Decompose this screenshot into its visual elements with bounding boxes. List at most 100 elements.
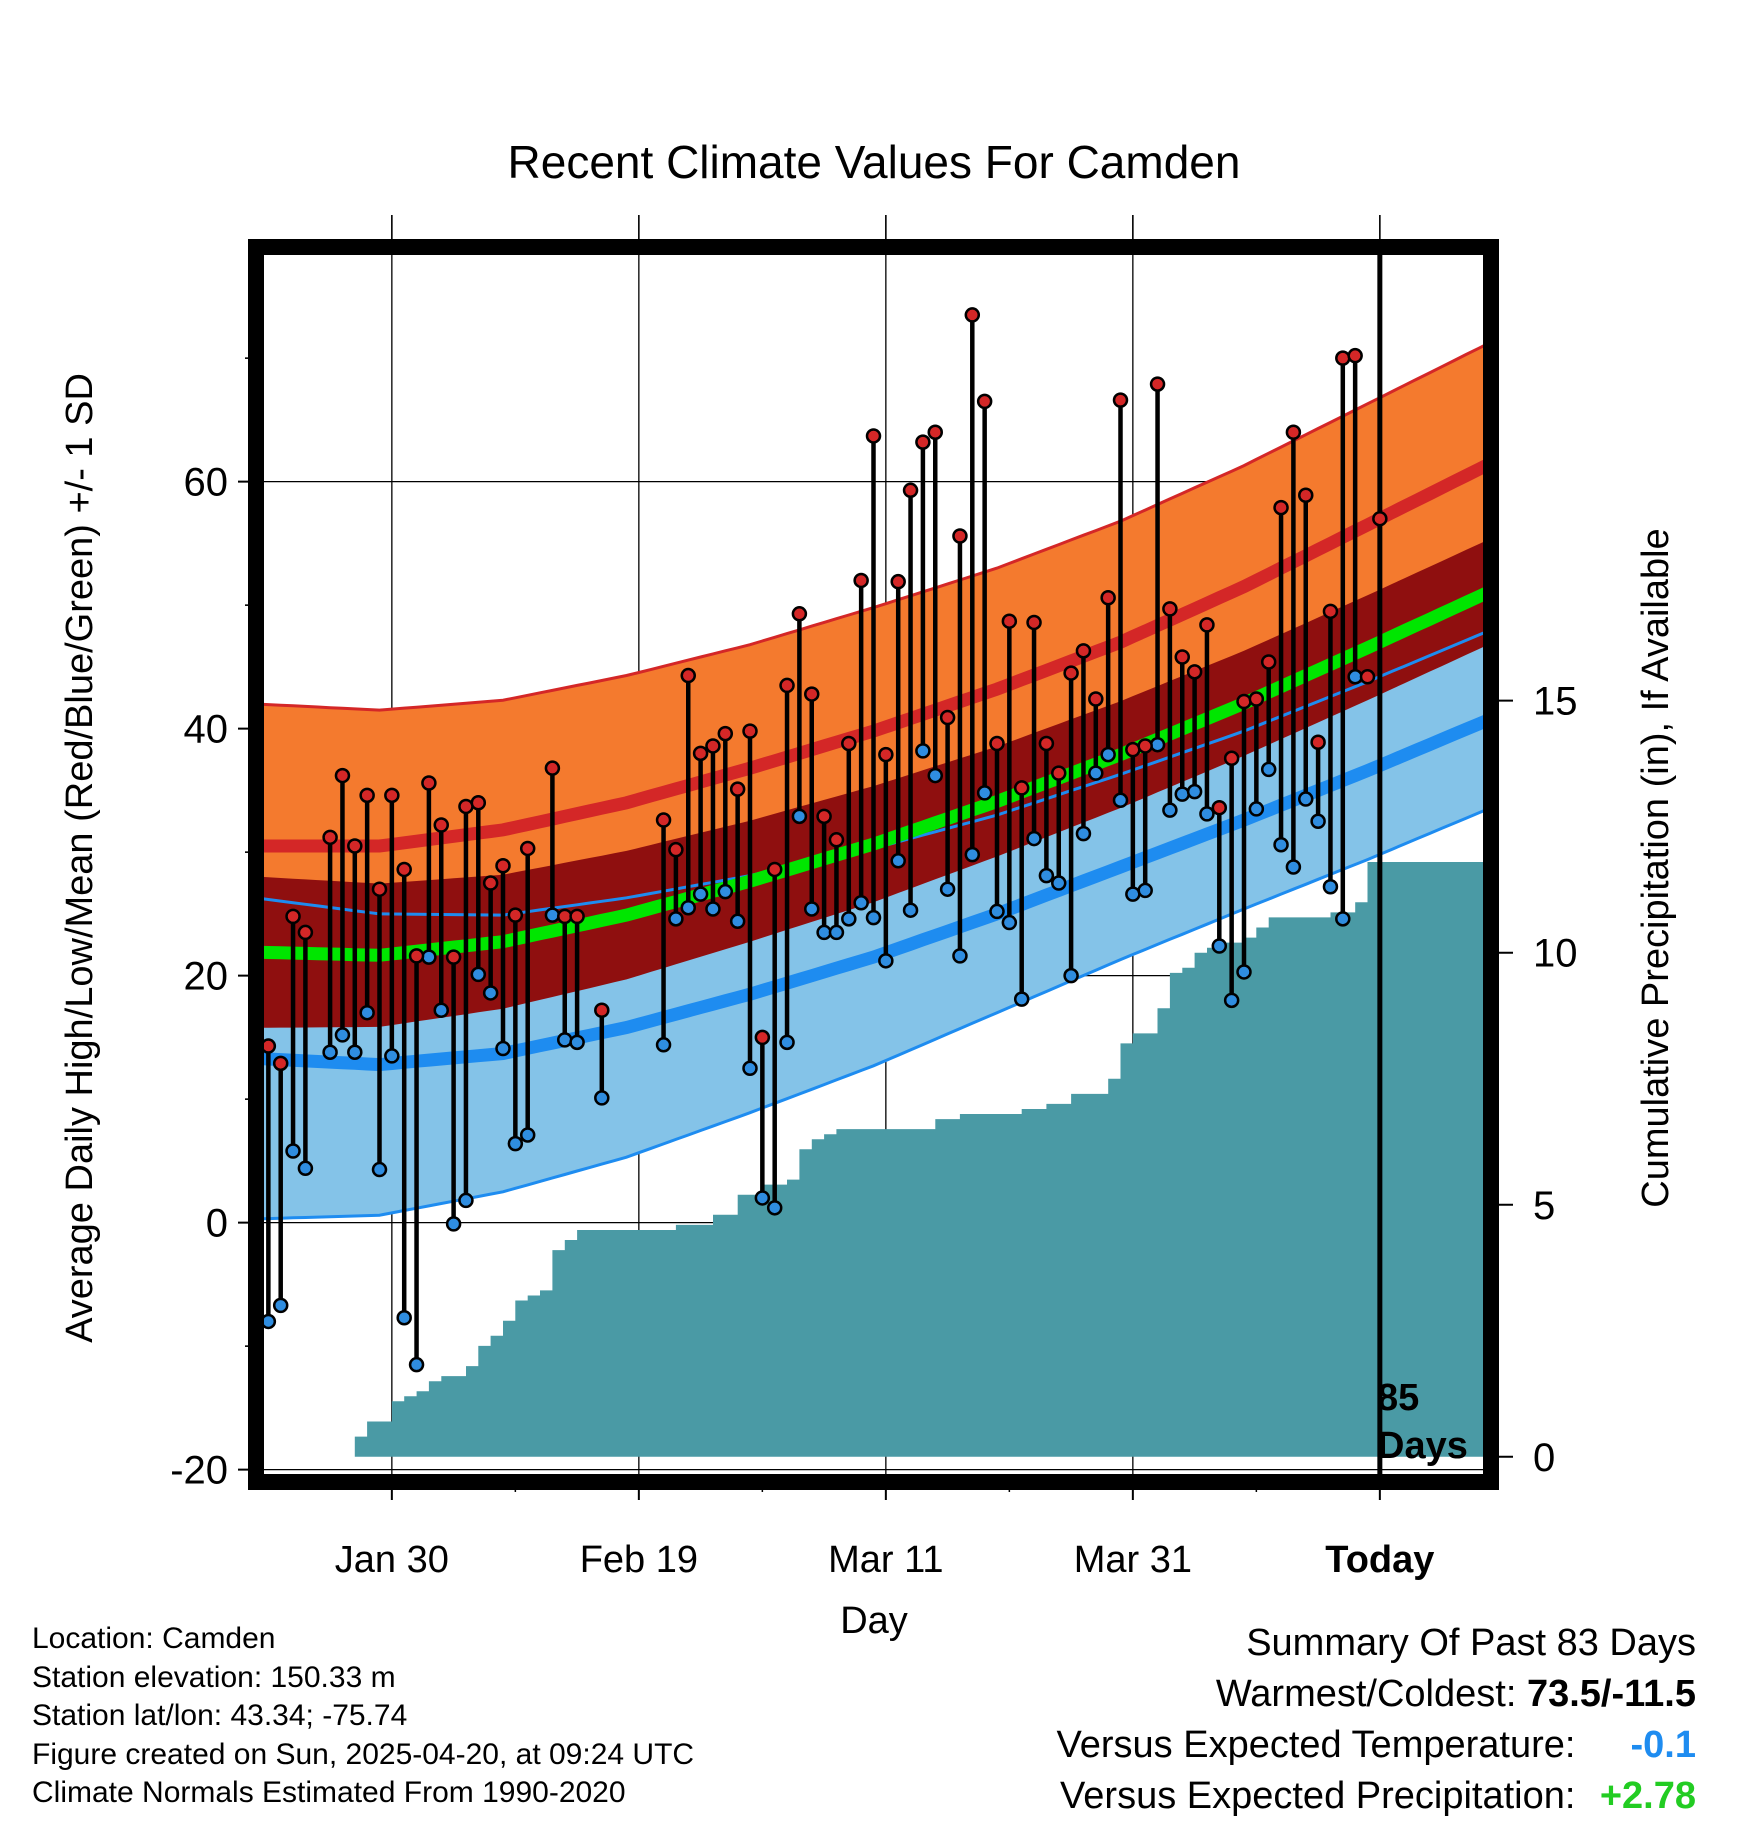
low-temp-point — [841, 911, 857, 927]
high-temp-point — [1026, 614, 1042, 631]
high-temp-point — [1298, 487, 1314, 503]
high-temp-point — [297, 924, 314, 941]
low-temp-point — [519, 1127, 536, 1143]
x-axis-label: Day — [840, 1600, 908, 1642]
x-tick-label: Feb 19 — [580, 1539, 698, 1581]
low-normal-line — [256, 712, 1491, 1072]
high-temp-point — [804, 686, 820, 702]
low-temp-point — [359, 1004, 375, 1021]
high-temp-point — [1186, 664, 1203, 680]
high-temp-point — [1001, 613, 1018, 629]
low-temp-point — [828, 924, 845, 941]
high-temp-point — [359, 787, 375, 804]
high-temp-point — [519, 840, 536, 857]
summary-title: Summary Of Past 83 Days — [1246, 1622, 1696, 1664]
low-temp-point — [1199, 806, 1215, 822]
high-temp-point — [322, 829, 338, 846]
low-temp-point — [445, 1216, 462, 1232]
low-temp-point — [458, 1192, 474, 1209]
high-temp-point — [594, 1002, 610, 1018]
y-tick-label: -20 — [170, 1449, 228, 1493]
low-temp-point — [1174, 786, 1190, 802]
high-temp-point — [421, 775, 437, 791]
low-temp-point — [791, 808, 808, 825]
low-temp-point — [1211, 938, 1228, 954]
low-temp-point — [1162, 802, 1178, 818]
low-temp-point — [1001, 914, 1018, 931]
low-temp-point — [544, 907, 561, 923]
low-temp-point — [285, 1143, 301, 1159]
low-temp-point — [729, 913, 746, 930]
high-temp-point — [939, 709, 956, 726]
low-temp-point — [297, 1160, 314, 1177]
high-temp-point — [482, 875, 499, 891]
high-temp-point — [1322, 603, 1339, 620]
high-temp-point — [878, 746, 894, 763]
high-temp-point — [754, 1029, 771, 1046]
high-temp-point — [544, 760, 561, 776]
low-temp-point — [495, 1040, 511, 1057]
high-temp-point — [717, 725, 734, 742]
high-temp-point — [1137, 738, 1153, 754]
precipitation-area — [256, 862, 1491, 1457]
low-temp-point — [1013, 991, 1030, 1007]
daily-range-stems — [256, 314, 1358, 1365]
y2-tick-label: 0 — [1533, 1436, 1555, 1480]
high-temp-point — [1013, 780, 1030, 796]
high-temp-point — [1199, 617, 1215, 633]
high-temp-point — [742, 723, 758, 739]
high-temp-point — [1125, 741, 1141, 758]
low-temp-point — [692, 886, 709, 902]
high-temp-point — [272, 1055, 289, 1072]
summary-warmest-coldest: Warmest/Coldest: 73.5/-11.5 — [1057, 1669, 1696, 1720]
high-temp-point — [470, 795, 487, 811]
high-temp-point — [828, 832, 845, 848]
low-temp-point — [878, 953, 894, 969]
high-temp-point — [1112, 392, 1129, 408]
high-temp-point — [1088, 691, 1104, 707]
low-temp-point — [1125, 886, 1141, 902]
high-temp-point — [371, 881, 388, 897]
low-temp-point — [952, 948, 968, 964]
high-temp-point — [408, 948, 425, 964]
high-temp-point — [557, 908, 573, 925]
summary-temp: Versus Expected Temperature: -0.1 — [1057, 1720, 1696, 1771]
low-temp-point — [1100, 746, 1116, 763]
low-temp-point — [717, 883, 734, 900]
low-temp-point — [1051, 875, 1067, 891]
precip-anomaly-value: +2.78 — [1599, 1775, 1696, 1817]
low-temp-point — [915, 743, 931, 759]
y-tick-label: 60 — [184, 461, 229, 505]
high-temp-point — [384, 787, 400, 804]
high-temp-point — [285, 908, 301, 925]
y-tick-label: 40 — [184, 708, 229, 752]
high-temp-point — [766, 861, 783, 878]
low-temp-point — [1347, 669, 1363, 685]
high-temp-point — [705, 738, 721, 754]
summary-panel: Summary Of Past 83 Days Warmest/Coldest:… — [1057, 1618, 1696, 1822]
high-temp-point — [1038, 735, 1055, 752]
high-temp-point — [1174, 649, 1190, 665]
low-temp-point — [408, 1356, 425, 1373]
x-tick-label: Jan 30 — [335, 1539, 449, 1581]
low-temp-point — [421, 949, 437, 965]
low-temp-point — [1038, 867, 1055, 884]
latlon-text: Station lat/lon: 43.34; -75.74 — [32, 1699, 408, 1732]
y-tick-label: 0 — [206, 1202, 228, 1246]
low-temp-point — [569, 1034, 585, 1051]
today-days-text: Days — [1377, 1425, 1468, 1467]
low-temp-point — [754, 1190, 771, 1206]
low-temp-point — [989, 903, 1005, 920]
y2-tick-label: 5 — [1533, 1184, 1555, 1228]
low-temp-point — [1063, 967, 1079, 984]
low-temp-point — [322, 1044, 338, 1060]
low-temp-point — [890, 853, 906, 869]
chart-title: Recent Climate Values For Camden — [508, 136, 1241, 188]
low-temp-point — [964, 846, 981, 863]
low-temp-point — [396, 1309, 412, 1326]
high-temp-point — [1075, 643, 1092, 659]
high-temp-point — [1335, 350, 1351, 366]
high-temp-point — [1149, 376, 1166, 392]
low-temp-point — [557, 1032, 573, 1048]
